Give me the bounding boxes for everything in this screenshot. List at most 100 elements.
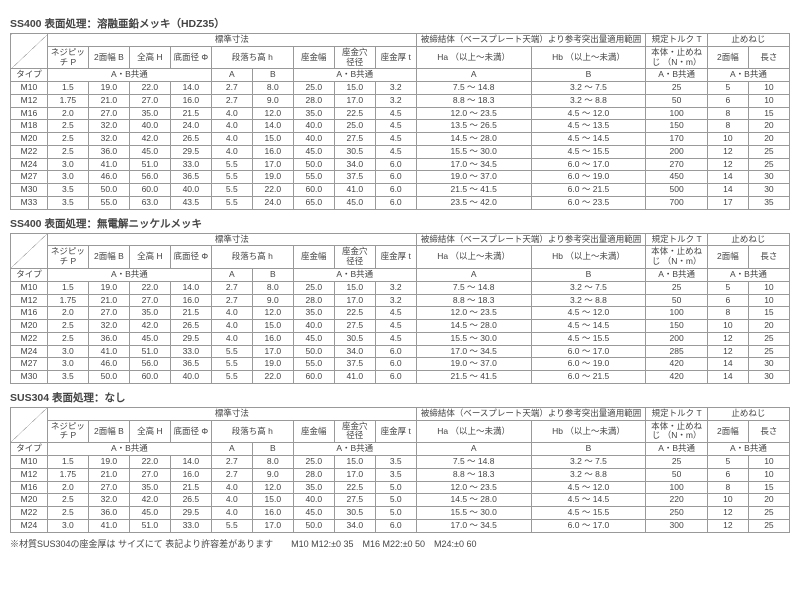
- hdr-seat-hole: 座金穴 径径: [334, 46, 375, 69]
- hdr-seat-t: 座金厚 t: [375, 46, 416, 69]
- cell-tq: 25: [646, 82, 708, 95]
- hdr-ab1: A・B共通: [47, 69, 211, 82]
- cell-ll: 30: [748, 358, 789, 371]
- cell-rb: 6.0 ～ 19.0: [531, 171, 646, 184]
- cell-ha: 2.7: [211, 94, 252, 107]
- cell-sw: 35.0: [293, 481, 334, 494]
- table-row: M243.041.051.033.05.517.050.034.06.017.0…: [11, 519, 790, 532]
- cell-tq: 500: [646, 184, 708, 197]
- cell-ll: 10: [748, 294, 789, 307]
- hdr-ab3: A・B共通: [646, 269, 708, 282]
- cell-lw: 5: [707, 82, 748, 95]
- hdr-bottom-d: 底面径 Φ: [170, 420, 211, 443]
- cell-b: 41.0: [88, 158, 129, 171]
- cell-st: 6.0: [375, 196, 416, 209]
- cell-sw: 40.0: [293, 133, 334, 146]
- cell-sh: 17.0: [334, 294, 375, 307]
- hdr-ab2: A・B共通: [293, 269, 416, 282]
- hdr-range: 被締結体（ベースプレート天端）より参考突出量適用範囲: [416, 34, 646, 47]
- table-row: M121.7521.027.016.02.79.028.017.03.58.8 …: [11, 468, 790, 481]
- cell-sw: 50.0: [293, 519, 334, 532]
- cell-type: M22: [11, 332, 48, 345]
- cell-b: 27.0: [88, 307, 129, 320]
- hdr-lock-face: 2面幅: [707, 46, 748, 69]
- cell-type: M24: [11, 519, 48, 532]
- cell-b: 55.0: [88, 196, 129, 209]
- cell-sw: 45.0: [293, 332, 334, 345]
- hdr-total-h: 全高 H: [129, 420, 170, 443]
- cell-b: 27.0: [88, 107, 129, 120]
- diag-cell: [11, 407, 48, 442]
- cell-phi: 24.0: [170, 120, 211, 133]
- cell-type: M20: [11, 320, 48, 333]
- cell-ll: 35: [748, 196, 789, 209]
- cell-p: 1.5: [47, 82, 88, 95]
- cell-st: 6.0: [375, 158, 416, 171]
- cell-b: 46.0: [88, 171, 129, 184]
- cell-b: 41.0: [88, 345, 129, 358]
- cell-rb: 6.0 ～ 17.0: [531, 345, 646, 358]
- cell-hb: 17.0: [252, 519, 293, 532]
- cell-h: 35.0: [129, 107, 170, 120]
- cell-b: 19.0: [88, 281, 129, 294]
- hdr-torque: 規定トルク T: [646, 407, 708, 420]
- hdr-hb-range: Hb （以上～未満）: [531, 46, 646, 69]
- cell-tq: 200: [646, 332, 708, 345]
- cell-ll: 25: [748, 507, 789, 520]
- cell-ha: 4.0: [211, 507, 252, 520]
- cell-type: M12: [11, 294, 48, 307]
- cell-sw: 25.0: [293, 82, 334, 95]
- cell-lw: 12: [707, 332, 748, 345]
- hdr-B2: B: [531, 443, 646, 456]
- cell-sh: 17.0: [334, 468, 375, 481]
- table-row: M162.027.035.021.54.012.035.022.54.512.0…: [11, 107, 790, 120]
- cell-rb: 6.0 ～ 23.5: [531, 196, 646, 209]
- hdr-step-h: 段落ち高 h: [211, 46, 293, 69]
- hdr-B: B: [252, 269, 293, 282]
- cell-phi: 26.5: [170, 320, 211, 333]
- cell-phi: 26.5: [170, 494, 211, 507]
- cell-hb: 15.0: [252, 320, 293, 333]
- hdr-B2: B: [531, 269, 646, 282]
- hdr-seat-hole: 座金穴 径径: [334, 420, 375, 443]
- cell-ha: 4.0: [211, 145, 252, 158]
- cell-phi: 21.5: [170, 107, 211, 120]
- cell-type: M27: [11, 358, 48, 371]
- cell-sh: 41.0: [334, 371, 375, 384]
- cell-ha: 5.5: [211, 358, 252, 371]
- hdr-hb-range: Hb （以上～未満）: [531, 246, 646, 269]
- cell-ll: 15: [748, 307, 789, 320]
- cell-p: 2.0: [47, 307, 88, 320]
- cell-ra: 15.5 ～ 30.0: [416, 507, 531, 520]
- hdr-total-h: 全高 H: [129, 246, 170, 269]
- cell-hb: 19.0: [252, 358, 293, 371]
- cell-st: 5.0: [375, 481, 416, 494]
- cell-rb: 4.5 ～ 12.0: [531, 307, 646, 320]
- cell-sh: 22.5: [334, 107, 375, 120]
- cell-phi: 29.5: [170, 332, 211, 345]
- cell-ra: 8.8 ～ 18.3: [416, 294, 531, 307]
- cell-phi: 16.0: [170, 468, 211, 481]
- cell-rb: 4.5 ～ 13.5: [531, 120, 646, 133]
- cell-type: M30: [11, 184, 48, 197]
- cell-sh: 45.0: [334, 196, 375, 209]
- cell-hb: 8.0: [252, 455, 293, 468]
- cell-ha: 4.0: [211, 120, 252, 133]
- cell-b: 32.0: [88, 120, 129, 133]
- cell-ha: 4.0: [211, 332, 252, 345]
- table-row: M222.536.045.029.54.016.045.030.54.515.5…: [11, 332, 790, 345]
- table-row: M101.519.022.014.02.78.025.015.03.57.5 ～…: [11, 455, 790, 468]
- hdr-two-face: 2面幅 B: [88, 46, 129, 69]
- cell-b: 32.0: [88, 320, 129, 333]
- cell-ha: 5.5: [211, 371, 252, 384]
- table-row: M162.027.035.021.54.012.035.022.54.512.0…: [11, 307, 790, 320]
- cell-p: 1.5: [47, 455, 88, 468]
- cell-lw: 10: [707, 320, 748, 333]
- cell-type: M18: [11, 120, 48, 133]
- cell-type: M20: [11, 133, 48, 146]
- hdr-type: タイプ: [11, 443, 48, 456]
- spec-table-2: 標準寸法 被締結体（ベースプレート天端）より参考突出量適用範囲 規定トルク T …: [10, 233, 790, 384]
- cell-ha: 2.7: [211, 281, 252, 294]
- cell-phi: 29.5: [170, 507, 211, 520]
- hdr-total-h: 全高 H: [129, 46, 170, 69]
